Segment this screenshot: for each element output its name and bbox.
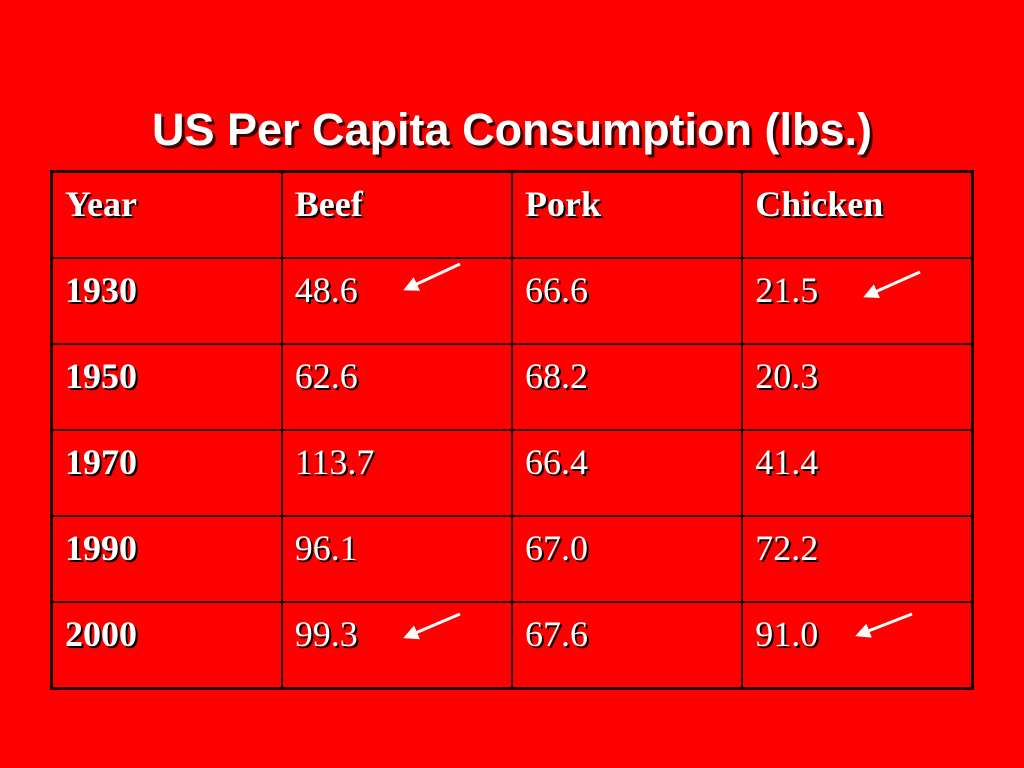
slide-title: US Per Capita Consumption (lbs.): [151, 104, 873, 155]
header-cell: Chicken: [741, 170, 974, 259]
year-cell: 1990: [50, 515, 283, 603]
consumption-table: Year Beef Pork Chicken 1930 48.6 66.6 21.5 1…: [50, 170, 974, 690]
value-cell: 48.6: [280, 257, 514, 345]
value-cell: 62.6: [280, 343, 514, 431]
data-row: 1970 113.7 66.4 41.4: [50, 429, 974, 517]
header-cell: Year: [50, 170, 283, 259]
value-cell: 99.3: [280, 601, 514, 690]
value-cell: 113.7: [280, 429, 514, 517]
value-cell: 91.0: [741, 601, 974, 690]
value-cell: 72.2: [741, 515, 974, 603]
data-row: 1990 96.1 67.0 72.2: [50, 515, 974, 603]
year-cell: 1970: [50, 429, 283, 517]
value-cell: 67.0: [510, 515, 744, 603]
value-cell: 21.5: [741, 257, 974, 345]
data-row: 1930 48.6 66.6 21.5: [50, 257, 974, 345]
value-cell: 66.6: [510, 257, 744, 345]
value-cell: 66.4: [510, 429, 744, 517]
value-cell: 96.1: [280, 515, 514, 603]
data-row: 2000 99.3 67.6 91.0: [50, 601, 974, 690]
value-cell: 67.6: [510, 601, 744, 690]
header-cell: Pork: [510, 170, 744, 259]
data-row: 1950 62.6 68.2 20.3: [50, 343, 974, 431]
value-cell: 41.4: [741, 429, 974, 517]
value-cell: 68.2: [510, 343, 744, 431]
header-cell: Beef: [280, 170, 514, 259]
year-cell: 2000: [50, 601, 283, 690]
value-cell: 20.3: [741, 343, 974, 431]
header-row: Year Beef Pork Chicken: [50, 170, 974, 259]
year-cell: 1930: [50, 257, 283, 345]
year-cell: 1950: [50, 343, 283, 431]
